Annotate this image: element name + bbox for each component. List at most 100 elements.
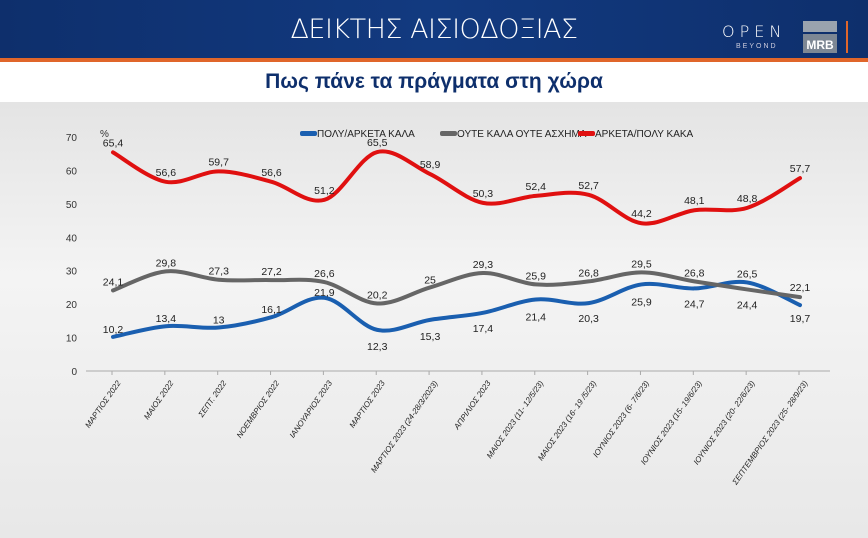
data-label: 15,3 [420,331,441,343]
x-tick-label: ΙΟΥΝΙΟΣ 2023 (20- 22/6/23) [692,379,757,467]
data-label: 26,5 [737,268,758,280]
data-label: 57,7 [790,163,811,175]
x-tick-label: ΜΑΙΟΣ 2022 [142,379,176,422]
data-label: 25,9 [631,296,652,308]
data-label: 22,1 [790,282,811,294]
data-point [798,295,802,299]
data-point [217,326,221,330]
data-point [692,208,696,212]
header-bar: ΔΕΙΚΤΗΣ ΑΙΣΙΟΔΟΞΙΑΣ OPEN BEYOND MRB [0,0,868,58]
data-label: 29,3 [473,259,494,271]
mrb-logo: MRB [803,21,837,53]
data-point [481,271,485,275]
data-label: 24,1 [103,276,124,288]
data-point [587,193,591,197]
y-tick-label: 60 [66,166,78,177]
data-point [375,150,379,154]
data-point [375,301,379,305]
data-point [534,194,538,198]
data-point [481,311,485,315]
data-label: 20,3 [578,313,599,325]
subtitle-band: Πως πάνε τα πράγματα στη χώρα [0,62,868,102]
data-point [164,324,168,328]
data-point [322,280,326,284]
data-point [745,280,749,284]
series-line-2 [111,149,802,226]
data-label: 12,3 [367,341,388,353]
x-tick-label: ΝΟΕΜΒΡΙΟΣ 2022 [235,379,282,440]
y-tick-label: 0 [71,367,77,378]
data-point [692,286,696,290]
data-label: 24,4 [737,299,758,311]
data-label: 48,1 [684,195,705,207]
data-point [639,270,643,274]
legend-label: ΑΡΚΕΤΑ/ΠΟΛΥ ΚΑΚΑ [595,129,694,140]
data-label: 50,3 [473,188,494,200]
data-point [270,180,274,184]
data-label: 58,9 [420,159,441,171]
data-point [798,303,802,307]
data-label: 51,2 [314,185,335,197]
data-point [217,169,221,173]
x-tick-label: ΑΠΡΙΛΙΟΣ 2023 [452,379,493,432]
data-label: 26,8 [578,267,599,279]
data-label: 48,8 [737,193,758,205]
data-label: 27,2 [261,266,282,278]
data-point [164,269,168,273]
data-label: 16,1 [261,304,282,316]
data-point [745,287,749,291]
data-point [270,315,274,319]
data-label: 13 [213,315,225,327]
orange-divider [0,58,868,62]
data-label: 44,2 [631,208,652,220]
data-point [111,150,115,154]
data-point [481,201,485,205]
data-label: 26,8 [684,267,705,279]
data-point [428,318,432,322]
legend-label: ΟΥΤΕ ΚΑΛΑ ΟΥΤΕ ΑΣΧΗΜΑ [457,129,587,140]
data-point [745,206,749,210]
x-tick-label: ΜΑΡΤΙΟΣ 2023 [348,379,388,430]
x-tick-label: ΙΑΝΟΥΑΡΙΟΣ 2023 [288,379,335,440]
y-tick-label: 70 [66,133,78,144]
data-point [798,176,802,180]
data-point [322,296,326,300]
data-point [217,278,221,282]
open-logo-beyond: BEYOND [736,43,778,50]
mrb-logo-band [803,21,837,34]
data-point [111,288,115,292]
data-label: 52,4 [526,181,547,193]
data-point [587,279,591,283]
x-tick-label: ΙΟΥΝΙΟΣ 2023 (15- 19/6/23) [639,379,704,467]
series-line-0 [111,279,802,339]
data-label: 59,7 [208,156,229,168]
y-tick-label: 40 [66,233,78,244]
legend-swatch [578,131,595,136]
data-label: 24,7 [684,298,705,310]
data-label: 10,2 [103,324,124,336]
open-logo: OPEN [722,22,787,41]
x-tick-label: ΙΟΥΝΙΟΣ 2023 (6- 7/6/23) [591,379,651,459]
legend-swatch [440,131,457,136]
x-tick-label: ΜΑΡΤΙΟΣ 2022 [83,379,123,430]
data-label: 19,7 [790,313,811,325]
y-tick-label: 20 [66,300,78,311]
data-point [587,301,591,305]
data-label: 65,5 [367,137,388,149]
data-label: 65,4 [103,137,124,149]
x-tick-label: ΣΕΠΤ. 2022 [196,379,229,420]
x-tick-label: ΜΑΙΟΣ 2023 (11- 12/5/23) [485,379,546,460]
data-label: 56,6 [261,167,282,179]
data-label: 52,7 [578,180,599,192]
y-tick-label: 30 [66,267,78,278]
data-point [534,297,538,301]
x-tick-label: ΜΑΙΟΣ 2023 (16- 19 /5/23) [536,379,598,463]
legend-label: ΠΟΛΥ/ΑΡΚΕΤΑ ΚΑΛΑ [317,129,415,140]
data-label: 17,4 [473,323,494,335]
data-label: 20,2 [367,289,388,301]
data-label: 26,6 [314,268,335,280]
data-point [111,335,115,339]
subtitle: Πως πάνε τα πράγματα στη χώρα [265,70,603,93]
data-point [270,278,274,282]
